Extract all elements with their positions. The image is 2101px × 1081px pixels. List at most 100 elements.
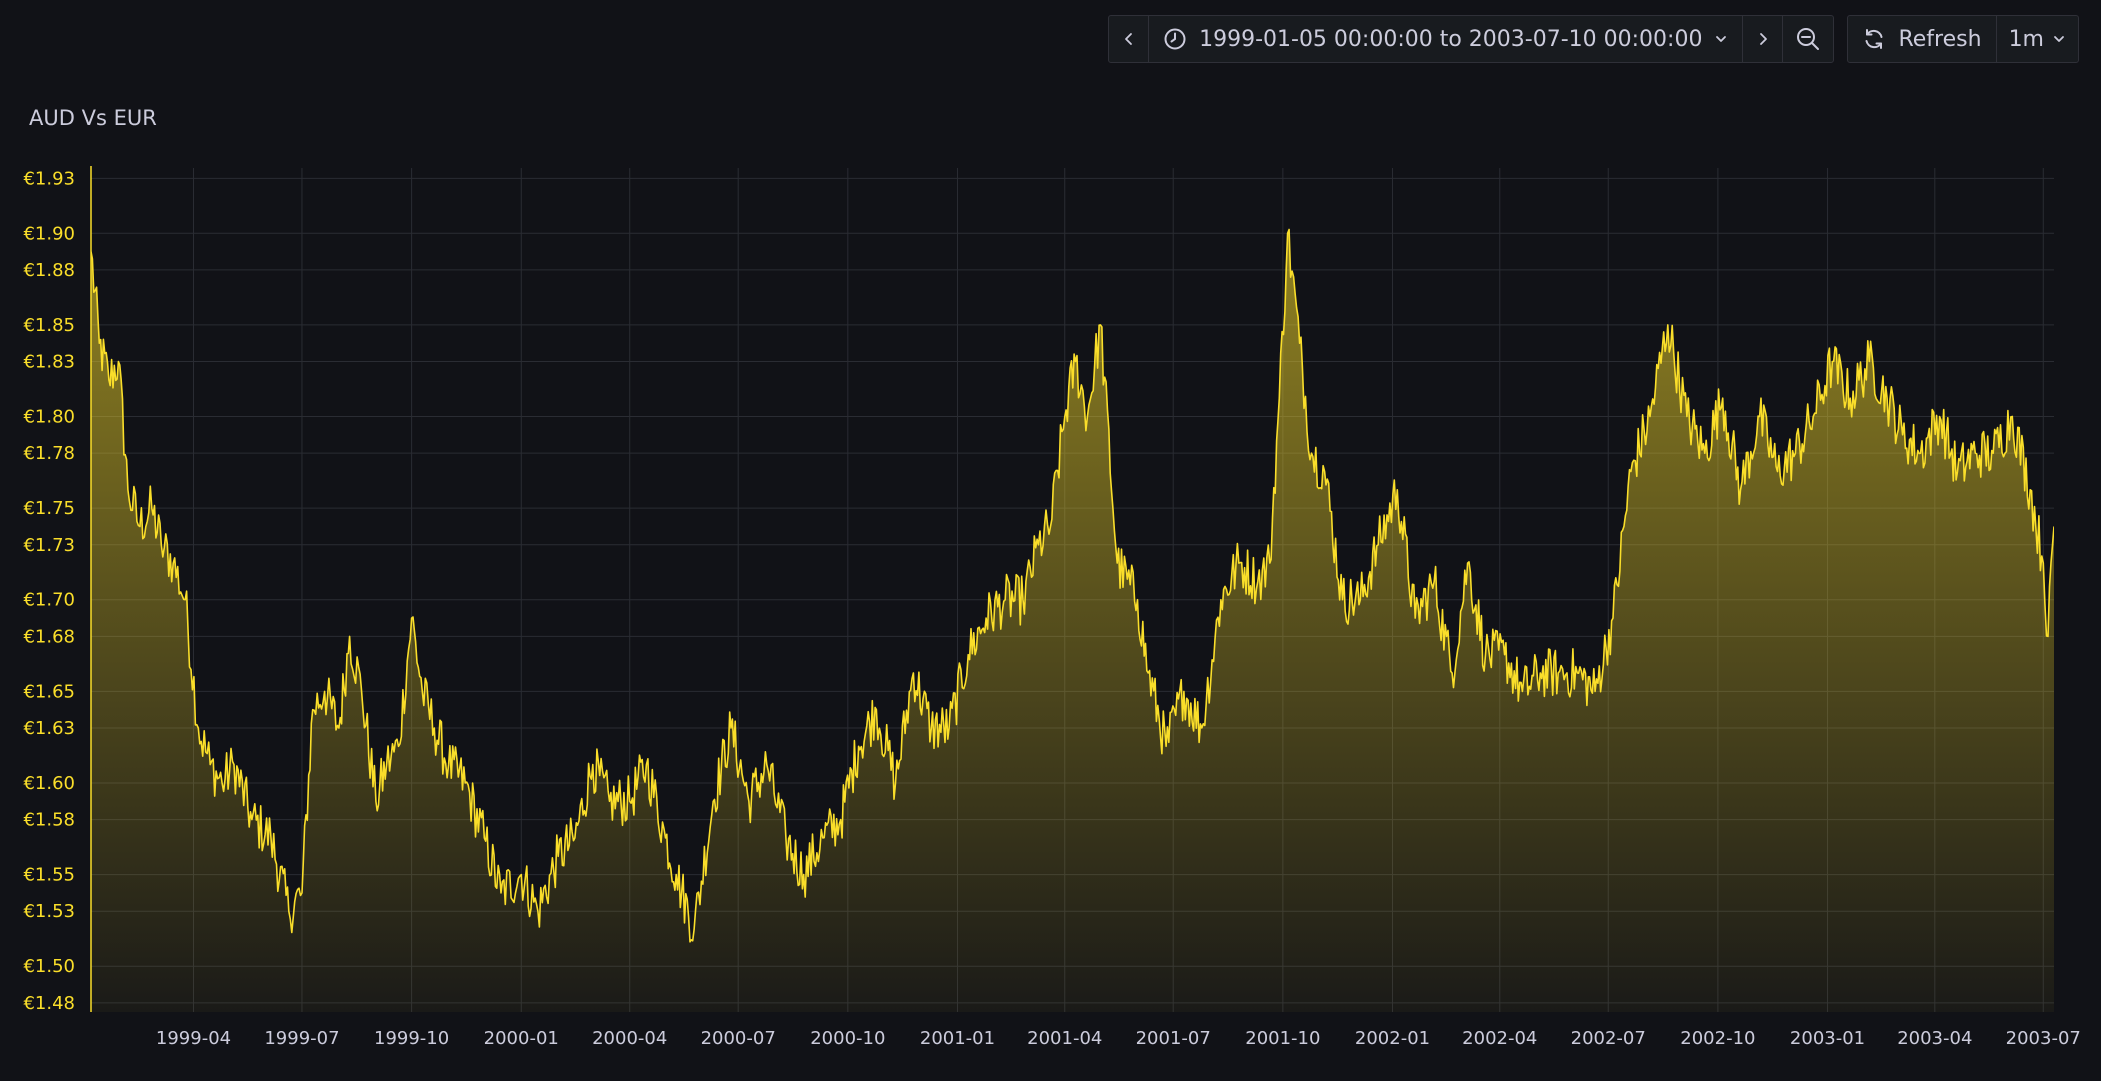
data-point — [1938, 415, 1942, 419]
refresh-label: Refresh — [1898, 26, 1982, 52]
data-point — [1484, 653, 1488, 657]
data-point — [1721, 396, 1725, 400]
data-point — [1049, 525, 1053, 529]
refresh-group: Refresh 1m — [1847, 15, 2079, 63]
data-point — [337, 726, 341, 730]
data-point — [1776, 470, 1780, 474]
y-tick-label: €1.55 — [23, 865, 75, 886]
data-point — [2010, 415, 2014, 419]
data-point — [519, 873, 523, 877]
y-tick-label: €1.73 — [23, 535, 75, 556]
data-point — [1629, 470, 1633, 474]
data-point — [1811, 415, 1815, 419]
data-point — [674, 873, 678, 877]
data-point — [126, 488, 130, 492]
data-point — [1085, 415, 1089, 419]
y-tick-label: €1.50 — [23, 956, 75, 977]
data-point — [664, 836, 668, 840]
data-point — [220, 781, 224, 785]
data-point — [1310, 451, 1314, 455]
y-tick-label: €1.63 — [23, 718, 75, 739]
zoom-out-button[interactable] — [1783, 16, 1833, 62]
data-point — [1758, 415, 1762, 419]
x-tick-label: 2000-07 — [701, 1028, 776, 1049]
data-point — [311, 708, 315, 712]
data-point — [1298, 341, 1302, 345]
x-tick-label: 2002-01 — [1355, 1028, 1430, 1049]
y-tick-label: €1.88 — [23, 260, 75, 281]
data-point — [1593, 689, 1597, 693]
data-point — [1611, 616, 1615, 620]
chevron-down-icon — [2054, 36, 2064, 42]
data-point — [1164, 744, 1168, 748]
x-axis: 1999-04 1999-07 1999-10 2000-01 2000-04 2000-… — [156, 1028, 2081, 1049]
data-point — [1520, 689, 1524, 693]
data-point — [385, 763, 389, 767]
series-aud-eur — [91, 228, 2054, 1012]
data-point — [644, 763, 648, 767]
data-point — [1395, 488, 1399, 492]
data-point — [107, 378, 111, 382]
y-tick-label: €1.70 — [23, 590, 75, 611]
data-point — [196, 726, 200, 730]
data-point — [300, 891, 304, 895]
x-tick-label: 2002-07 — [1571, 1028, 1646, 1049]
shift-back-button[interactable] — [1109, 16, 1150, 62]
data-point — [208, 763, 212, 767]
data-point — [1341, 598, 1345, 602]
data-point — [323, 689, 327, 693]
y-tick-label: €1.53 — [23, 901, 75, 922]
x-tick-label: 2001-10 — [1245, 1028, 1320, 1049]
data-point — [1115, 561, 1119, 565]
data-point — [397, 744, 401, 748]
data-point — [1003, 598, 1007, 602]
y-tick-label: €1.90 — [23, 223, 75, 244]
data-point — [374, 799, 378, 803]
data-point — [1376, 543, 1380, 547]
data-point — [269, 836, 273, 840]
refresh-button[interactable]: Refresh — [1848, 16, 1997, 62]
x-tick-label: 2000-01 — [484, 1028, 559, 1049]
data-point — [894, 781, 898, 785]
data-point — [711, 799, 715, 803]
data-point — [1830, 360, 1834, 364]
data-point — [628, 799, 632, 803]
time-range-group: 1999-01-05 00:00:00 to 2003-07-10 00:00:… — [1108, 15, 1835, 63]
data-point — [1503, 653, 1507, 657]
y-tick-label: €1.58 — [23, 810, 75, 831]
x-tick-label: 1999-04 — [156, 1028, 231, 1049]
time-controls-toolbar: 1999-01-05 00:00:00 to 2003-07-10 00:00:… — [1108, 15, 2079, 63]
y-tick-label: €1.83 — [23, 352, 75, 373]
data-point — [1685, 415, 1689, 419]
data-point — [1256, 579, 1260, 583]
data-point — [966, 653, 970, 657]
data-point — [1973, 451, 1977, 455]
chevron-right-icon — [1760, 33, 1767, 45]
time-range-picker[interactable]: 1999-01-05 00:00:00 to 2003-07-10 00:00:… — [1149, 16, 1744, 62]
time-range-text: 1999-01-05 00:00:00 to 2003-07-10 00:00:… — [1199, 26, 1703, 52]
shift-forward-button[interactable] — [1743, 16, 1784, 62]
data-point — [1037, 543, 1041, 547]
x-tick-label: 2002-04 — [1462, 1028, 1537, 1049]
y-tick-label: €1.48 — [23, 993, 75, 1014]
data-point — [1848, 396, 1852, 400]
y-tick-label: €1.60 — [23, 773, 75, 794]
data-point — [482, 836, 486, 840]
data-point — [1413, 616, 1417, 620]
series-line — [91, 228, 2054, 943]
refresh-interval-picker[interactable]: 1m — [1997, 16, 2078, 62]
data-point — [432, 726, 436, 730]
data-point — [150, 506, 154, 510]
data-point — [183, 598, 187, 602]
data-point — [1885, 396, 1889, 400]
data-point — [1919, 451, 1923, 455]
data-point — [857, 744, 861, 748]
data-point — [463, 781, 467, 785]
x-tick-label: 1999-07 — [264, 1028, 339, 1049]
data-point — [729, 726, 733, 730]
data-point — [1182, 689, 1186, 693]
x-tick-label: 2003-04 — [1897, 1028, 1972, 1049]
y-tick-label: €1.78 — [23, 443, 75, 464]
data-point — [116, 360, 120, 364]
